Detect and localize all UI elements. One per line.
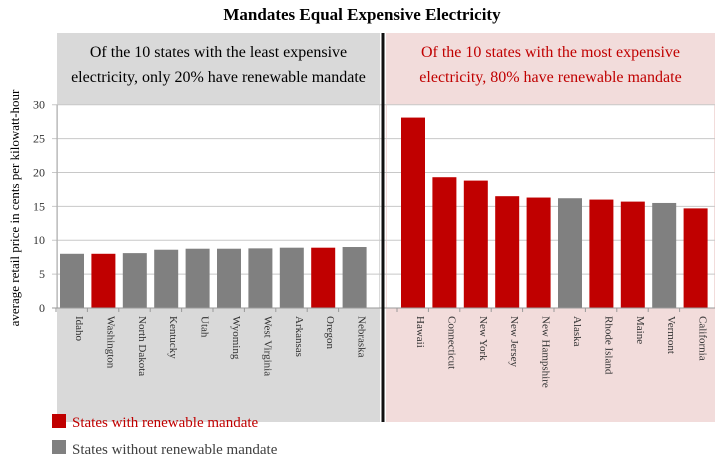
x-tick-label: Kentucky xyxy=(167,316,179,359)
bar-new-jersey xyxy=(495,196,520,308)
x-tick-label: Oregon xyxy=(324,316,336,349)
y-tick-label: 15 xyxy=(33,199,45,213)
x-tick-label: Vermont xyxy=(665,316,677,354)
annotation-text: electricity, 80% have renewable mandate xyxy=(419,69,681,86)
bar-washington xyxy=(91,253,116,308)
y-tick-label: 0 xyxy=(39,301,45,315)
bar-kentucky xyxy=(154,249,179,308)
bar-oregon xyxy=(311,247,336,308)
legend-label-no-mandate: States without renewable mandate xyxy=(72,442,278,458)
bar-arkansas xyxy=(279,247,304,308)
y-tick-label: 25 xyxy=(33,132,45,146)
annotation-text: Of the 10 states with the most expensive xyxy=(421,44,680,61)
bar-rhode-island xyxy=(589,199,614,308)
x-tick-label: Idaho xyxy=(73,316,85,342)
x-tick-label: Wyoming xyxy=(230,316,242,360)
x-tick-label: Arkansas xyxy=(293,316,305,357)
legend-label-mandate: States with renewable mandate xyxy=(72,415,259,431)
bar-utah xyxy=(185,248,210,308)
x-tick-label: Alaska xyxy=(571,316,583,347)
y-tick-label: 5 xyxy=(39,267,45,281)
y-tick-label: 20 xyxy=(33,165,45,179)
legend-swatch-no-mandate xyxy=(52,440,66,454)
bar-north-dakota xyxy=(122,253,147,308)
x-tick-label: Washington xyxy=(104,316,116,369)
x-tick-label: Connecticut xyxy=(445,316,457,369)
annotation-text: Of the 10 states with the least expensiv… xyxy=(90,44,347,61)
annotation-text: electricity, only 20% have renewable man… xyxy=(71,69,366,86)
bar-hawaii xyxy=(401,117,425,308)
bar-alaska xyxy=(558,198,582,308)
x-tick-label: New Hampshire xyxy=(540,316,552,388)
bar-west-virginia xyxy=(248,248,273,308)
x-tick-label: Rhode Island xyxy=(602,316,614,375)
x-tick-label: Utah xyxy=(199,316,211,338)
bar-connecticut xyxy=(432,177,457,308)
x-tick-label: California xyxy=(697,316,709,361)
y-axis-label: average retail price in cents per kilowa… xyxy=(7,89,22,326)
x-tick-label: New York xyxy=(477,316,489,361)
bar-nebraska xyxy=(342,247,367,308)
y-tick-label: 30 xyxy=(33,98,45,112)
bar-vermont xyxy=(652,202,677,308)
bar-maine xyxy=(620,201,645,308)
bar-california xyxy=(683,208,708,308)
bar-new-hampshire xyxy=(526,197,551,308)
x-tick-label: Nebraska xyxy=(356,316,368,358)
bar-new-york xyxy=(463,180,488,308)
x-tick-label: North Dakota xyxy=(136,316,148,376)
x-tick-label: New Jersey xyxy=(508,316,520,368)
chart-title: Mandates Equal Expensive Electricity xyxy=(223,5,501,24)
legend-swatch-mandate xyxy=(52,414,66,428)
y-tick-label: 10 xyxy=(33,233,45,247)
x-tick-label: Maine xyxy=(634,316,646,344)
x-tick-label: Hawaii xyxy=(414,316,426,348)
bar-wyoming xyxy=(217,248,241,308)
bar-idaho xyxy=(60,253,84,308)
x-tick-label: West Virginia xyxy=(261,316,273,376)
